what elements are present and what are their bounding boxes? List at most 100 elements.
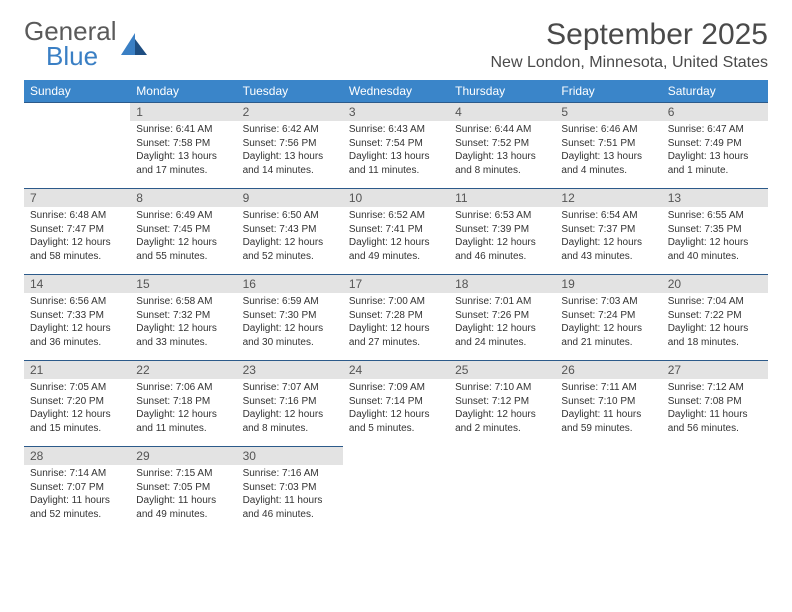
day-number: 25 <box>449 361 555 379</box>
day-number: 13 <box>662 189 768 207</box>
day-content: Sunrise: 6:42 AMSunset: 7:56 PMDaylight:… <box>237 121 343 179</box>
calendar-cell: 9Sunrise: 6:50 AMSunset: 7:43 PMDaylight… <box>237 189 343 275</box>
day-content: Sunrise: 7:05 AMSunset: 7:20 PMDaylight:… <box>24 379 130 437</box>
calendar-cell: 27Sunrise: 7:12 AMSunset: 7:08 PMDayligh… <box>662 361 768 447</box>
calendar-cell: 2Sunrise: 6:42 AMSunset: 7:56 PMDaylight… <box>237 103 343 189</box>
day-content: Sunrise: 6:49 AMSunset: 7:45 PMDaylight:… <box>130 207 236 265</box>
day-content: Sunrise: 6:50 AMSunset: 7:43 PMDaylight:… <box>237 207 343 265</box>
calendar-cell: 25Sunrise: 7:10 AMSunset: 7:12 PMDayligh… <box>449 361 555 447</box>
calendar-cell <box>662 447 768 533</box>
day-content: Sunrise: 7:11 AMSunset: 7:10 PMDaylight:… <box>555 379 661 437</box>
calendar-cell: 4Sunrise: 6:44 AMSunset: 7:52 PMDaylight… <box>449 103 555 189</box>
day-number: 6 <box>662 103 768 121</box>
day-content: Sunrise: 7:15 AMSunset: 7:05 PMDaylight:… <box>130 465 236 523</box>
day-content: Sunrise: 7:07 AMSunset: 7:16 PMDaylight:… <box>237 379 343 437</box>
logo-icon <box>121 33 147 55</box>
calendar-head: SundayMondayTuesdayWednesdayThursdayFrid… <box>24 80 768 103</box>
day-header: Wednesday <box>343 80 449 103</box>
day-header-row: SundayMondayTuesdayWednesdayThursdayFrid… <box>24 80 768 103</box>
calendar-row: 21Sunrise: 7:05 AMSunset: 7:20 PMDayligh… <box>24 361 768 447</box>
calendar-cell: 28Sunrise: 7:14 AMSunset: 7:07 PMDayligh… <box>24 447 130 533</box>
calendar-cell: 13Sunrise: 6:55 AMSunset: 7:35 PMDayligh… <box>662 189 768 275</box>
day-header: Monday <box>130 80 236 103</box>
day-content: Sunrise: 6:56 AMSunset: 7:33 PMDaylight:… <box>24 293 130 351</box>
day-content: Sunrise: 7:10 AMSunset: 7:12 PMDaylight:… <box>449 379 555 437</box>
day-content: Sunrise: 7:00 AMSunset: 7:28 PMDaylight:… <box>343 293 449 351</box>
day-content: Sunrise: 6:48 AMSunset: 7:47 PMDaylight:… <box>24 207 130 265</box>
day-number: 23 <box>237 361 343 379</box>
calendar-cell: 29Sunrise: 7:15 AMSunset: 7:05 PMDayligh… <box>130 447 236 533</box>
calendar-cell: 3Sunrise: 6:43 AMSunset: 7:54 PMDaylight… <box>343 103 449 189</box>
day-content: Sunrise: 6:58 AMSunset: 7:32 PMDaylight:… <box>130 293 236 351</box>
day-number: 30 <box>237 447 343 465</box>
calendar-row: 1Sunrise: 6:41 AMSunset: 7:58 PMDaylight… <box>24 103 768 189</box>
calendar-cell <box>555 447 661 533</box>
day-number: 22 <box>130 361 236 379</box>
day-number: 29 <box>130 447 236 465</box>
calendar-row: 28Sunrise: 7:14 AMSunset: 7:07 PMDayligh… <box>24 447 768 533</box>
day-number: 14 <box>24 275 130 293</box>
calendar-row: 14Sunrise: 6:56 AMSunset: 7:33 PMDayligh… <box>24 275 768 361</box>
day-content: Sunrise: 7:16 AMSunset: 7:03 PMDaylight:… <box>237 465 343 523</box>
day-content: Sunrise: 6:46 AMSunset: 7:51 PMDaylight:… <box>555 121 661 179</box>
day-number: 28 <box>24 447 130 465</box>
calendar-body: 1Sunrise: 6:41 AMSunset: 7:58 PMDaylight… <box>24 103 768 533</box>
calendar-table: SundayMondayTuesdayWednesdayThursdayFrid… <box>24 80 768 533</box>
calendar-cell <box>449 447 555 533</box>
calendar-cell: 5Sunrise: 6:46 AMSunset: 7:51 PMDaylight… <box>555 103 661 189</box>
day-number: 3 <box>343 103 449 121</box>
day-number: 10 <box>343 189 449 207</box>
day-content: Sunrise: 6:55 AMSunset: 7:35 PMDaylight:… <box>662 207 768 265</box>
calendar-cell <box>24 103 130 189</box>
logo: General Blue <box>24 18 147 69</box>
day-number: 20 <box>662 275 768 293</box>
day-content: Sunrise: 7:04 AMSunset: 7:22 PMDaylight:… <box>662 293 768 351</box>
day-number: 15 <box>130 275 236 293</box>
calendar-cell: 17Sunrise: 7:00 AMSunset: 7:28 PMDayligh… <box>343 275 449 361</box>
day-content: Sunrise: 6:52 AMSunset: 7:41 PMDaylight:… <box>343 207 449 265</box>
logo-text-block: General Blue <box>24 18 117 69</box>
calendar-cell: 7Sunrise: 6:48 AMSunset: 7:47 PMDaylight… <box>24 189 130 275</box>
calendar-cell: 12Sunrise: 6:54 AMSunset: 7:37 PMDayligh… <box>555 189 661 275</box>
day-number: 8 <box>130 189 236 207</box>
calendar-cell: 26Sunrise: 7:11 AMSunset: 7:10 PMDayligh… <box>555 361 661 447</box>
calendar-cell: 16Sunrise: 6:59 AMSunset: 7:30 PMDayligh… <box>237 275 343 361</box>
calendar-cell: 20Sunrise: 7:04 AMSunset: 7:22 PMDayligh… <box>662 275 768 361</box>
day-number: 16 <box>237 275 343 293</box>
day-number: 27 <box>662 361 768 379</box>
day-content: Sunrise: 6:54 AMSunset: 7:37 PMDaylight:… <box>555 207 661 265</box>
calendar-cell: 10Sunrise: 6:52 AMSunset: 7:41 PMDayligh… <box>343 189 449 275</box>
day-content: Sunrise: 6:53 AMSunset: 7:39 PMDaylight:… <box>449 207 555 265</box>
calendar-cell: 1Sunrise: 6:41 AMSunset: 7:58 PMDaylight… <box>130 103 236 189</box>
calendar-row: 7Sunrise: 6:48 AMSunset: 7:47 PMDaylight… <box>24 189 768 275</box>
day-number: 19 <box>555 275 661 293</box>
calendar-cell: 8Sunrise: 6:49 AMSunset: 7:45 PMDaylight… <box>130 189 236 275</box>
day-number: 7 <box>24 189 130 207</box>
calendar-cell: 23Sunrise: 7:07 AMSunset: 7:16 PMDayligh… <box>237 361 343 447</box>
calendar-cell: 21Sunrise: 7:05 AMSunset: 7:20 PMDayligh… <box>24 361 130 447</box>
day-content: Sunrise: 6:44 AMSunset: 7:52 PMDaylight:… <box>449 121 555 179</box>
calendar-cell: 30Sunrise: 7:16 AMSunset: 7:03 PMDayligh… <box>237 447 343 533</box>
calendar-cell: 14Sunrise: 6:56 AMSunset: 7:33 PMDayligh… <box>24 275 130 361</box>
day-content: Sunrise: 6:59 AMSunset: 7:30 PMDaylight:… <box>237 293 343 351</box>
day-content: Sunrise: 6:43 AMSunset: 7:54 PMDaylight:… <box>343 121 449 179</box>
day-header: Tuesday <box>237 80 343 103</box>
day-content: Sunrise: 7:01 AMSunset: 7:26 PMDaylight:… <box>449 293 555 351</box>
calendar-cell: 15Sunrise: 6:58 AMSunset: 7:32 PMDayligh… <box>130 275 236 361</box>
day-content: Sunrise: 7:06 AMSunset: 7:18 PMDaylight:… <box>130 379 236 437</box>
day-number: 11 <box>449 189 555 207</box>
day-number: 21 <box>24 361 130 379</box>
calendar-cell: 11Sunrise: 6:53 AMSunset: 7:39 PMDayligh… <box>449 189 555 275</box>
header: General Blue September 2025 New London, … <box>24 18 768 72</box>
day-number: 5 <box>555 103 661 121</box>
day-number: 17 <box>343 275 449 293</box>
logo-line2: Blue <box>46 43 117 69</box>
day-content: Sunrise: 6:41 AMSunset: 7:58 PMDaylight:… <box>130 121 236 179</box>
day-header: Saturday <box>662 80 768 103</box>
calendar-cell <box>343 447 449 533</box>
day-number: 2 <box>237 103 343 121</box>
day-number: 18 <box>449 275 555 293</box>
day-header: Sunday <box>24 80 130 103</box>
day-number: 4 <box>449 103 555 121</box>
day-number: 26 <box>555 361 661 379</box>
